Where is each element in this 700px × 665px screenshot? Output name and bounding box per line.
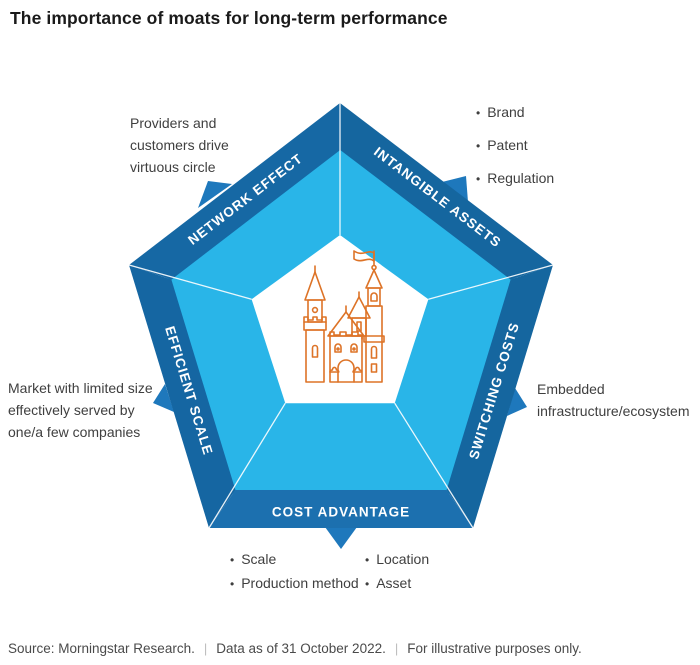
annotation-intangible-assets: • Brand • Patent • Regulation bbox=[476, 101, 554, 200]
list-item: • Scale bbox=[230, 551, 277, 567]
band-network-effect bbox=[129, 103, 341, 280]
bullet-icon: • bbox=[476, 172, 481, 186]
switching-costs-pointer-icon bbox=[507, 388, 527, 416]
castle-icon bbox=[303, 250, 385, 383]
efficient-scale-pointer-icon bbox=[153, 384, 174, 412]
cost-advantage-col1: • Scale • Production method bbox=[230, 551, 365, 599]
band-switching-costs bbox=[446, 265, 553, 528]
annotation-cost-advantage: • Scale • Production method • Location •… bbox=[230, 551, 429, 599]
radial-divider-lines bbox=[128, 103, 554, 529]
source-note: Source: Morningstar Research. | Data as … bbox=[8, 641, 582, 656]
bullet-icon: • bbox=[230, 577, 235, 591]
separator: | bbox=[394, 641, 399, 656]
list-item: • Location bbox=[365, 551, 430, 567]
band-efficient-scale bbox=[129, 265, 236, 528]
page-title: The importance of moats for long-term pe… bbox=[10, 8, 448, 28]
cost-advantage-pointer-icon bbox=[325, 527, 357, 549]
list-item: • Regulation bbox=[476, 167, 554, 190]
annotation-efficient-scale: Market with limited size effectively ser… bbox=[8, 380, 153, 440]
bullet-icon: • bbox=[365, 577, 370, 591]
list-item: • Asset bbox=[365, 575, 412, 591]
list-item: • Production method bbox=[230, 575, 359, 591]
data-as-of-text: Data as of 31 October 2022. bbox=[216, 641, 386, 656]
bullet-icon: • bbox=[476, 139, 481, 153]
band-label-cost-advantage: COST ADVANTAGE bbox=[272, 505, 410, 520]
annotation-switching-costs: Embedded infrastructure/ecosystem bbox=[537, 381, 690, 419]
network-effect-pointer-icon bbox=[198, 181, 232, 208]
list-item: • Brand bbox=[476, 101, 554, 124]
bullet-icon: • bbox=[365, 553, 370, 567]
band-intangible-assets bbox=[340, 103, 553, 280]
separator: | bbox=[203, 641, 208, 656]
illustrative-note-text: For illustrative purposes only. bbox=[407, 641, 582, 656]
annotation-network-effect: Providers and customers drive virtuous c… bbox=[130, 115, 229, 175]
bullet-icon: • bbox=[230, 553, 235, 567]
cost-advantage-col2: • Location • Asset bbox=[365, 551, 429, 599]
list-item: • Patent bbox=[476, 134, 554, 157]
bullet-icon: • bbox=[476, 106, 481, 120]
source-text: Source: Morningstar Research. bbox=[8, 641, 195, 656]
band-cost-advantage bbox=[209, 490, 473, 528]
